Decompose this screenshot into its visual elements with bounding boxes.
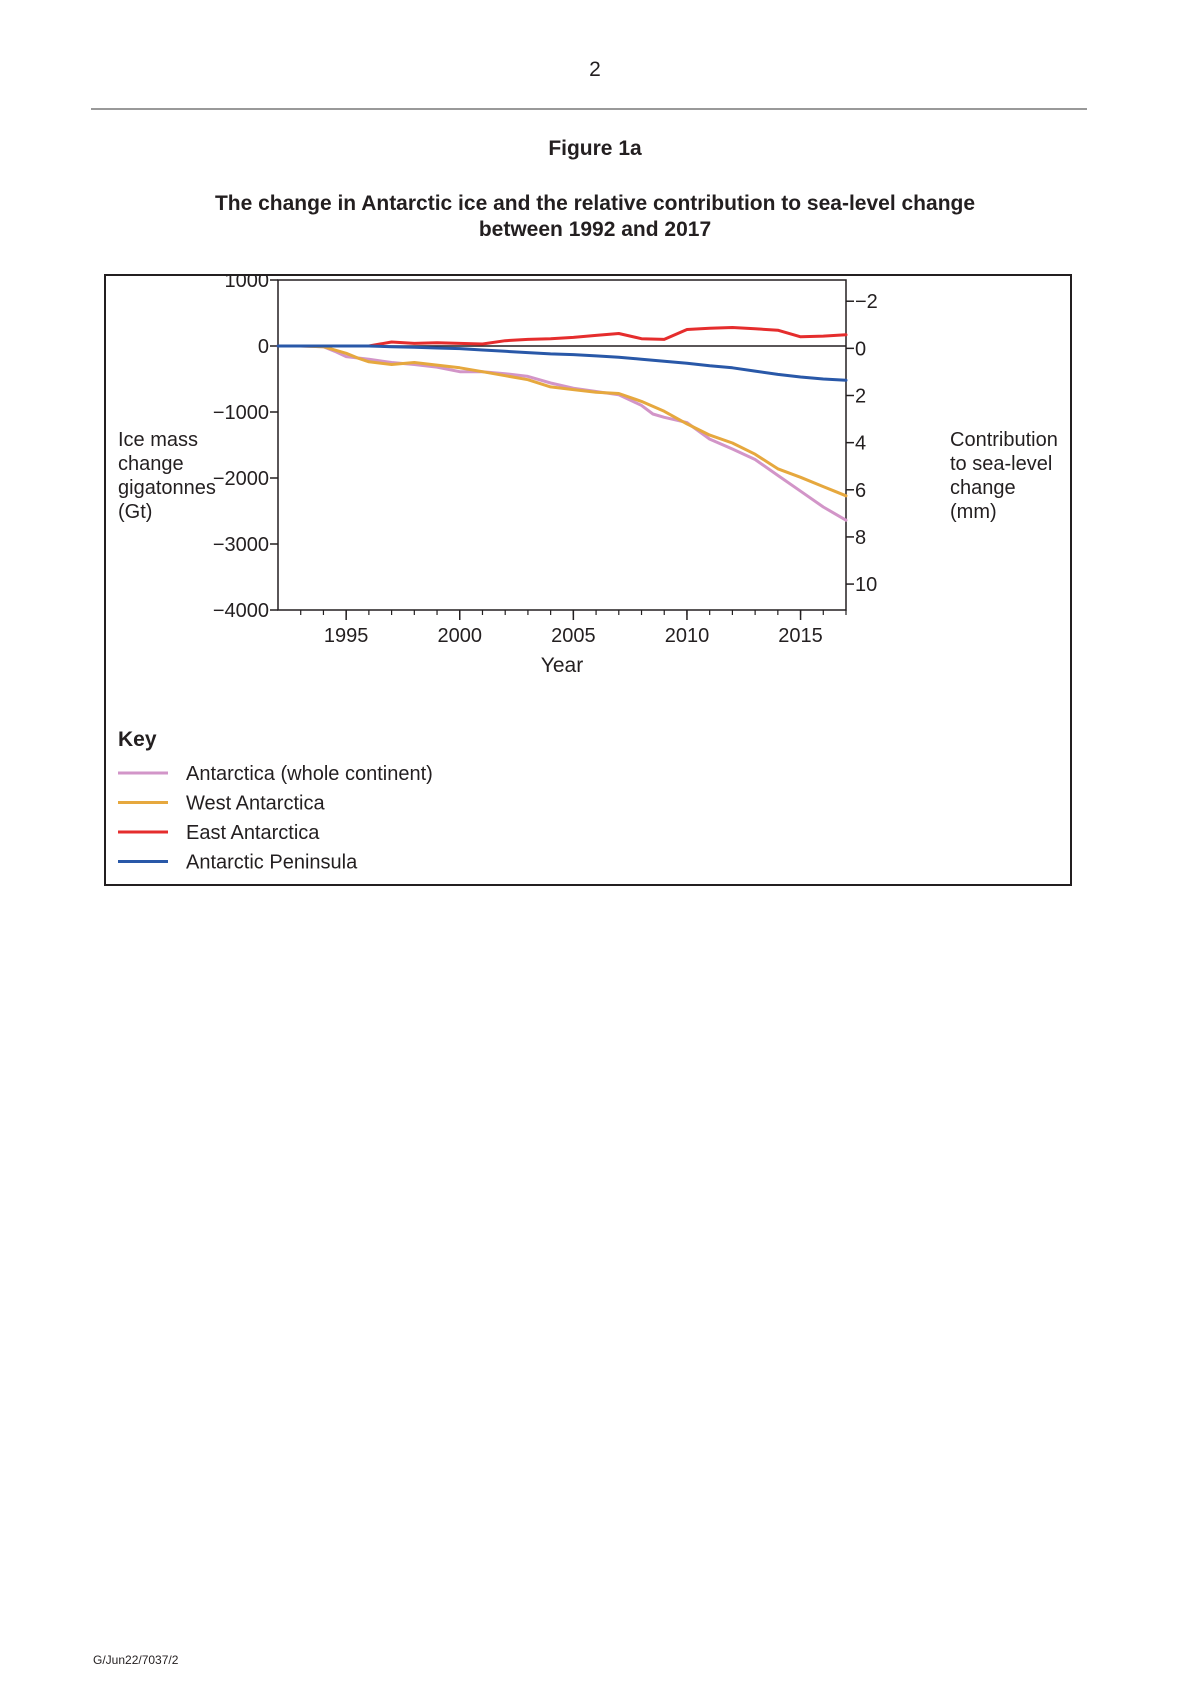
y-axis-label-line: (Gt) bbox=[118, 501, 152, 523]
y-tick-label: 1000 bbox=[225, 276, 270, 292]
legend-label-0: Antarctica (whole continent) bbox=[186, 763, 433, 785]
y-axis-label-line: change bbox=[118, 453, 184, 475]
footer-code: G/Jun22/7037/2 bbox=[93, 1653, 179, 1667]
labels-layer: 1000 0 −1000 −2000 −3000 −4000 −2 0 2 4 6 8 10 1995 20… bbox=[118, 276, 1058, 677]
legend-layer: Key Antarctica (whole continent) West Anta… bbox=[118, 728, 433, 874]
line-chart: 1000 0 −1000 −2000 −3000 −4000 −2 0 2 4 6 8 10 1995 20… bbox=[118, 276, 1058, 874]
y2-tick-label: 2 bbox=[855, 386, 866, 408]
figure-title: The change in Antarctic ice and the rela… bbox=[140, 191, 1050, 243]
figure-title-line-2: between 1992 and 2017 bbox=[478, 218, 712, 241]
y-tick-label: −1000 bbox=[213, 402, 269, 424]
figure-label: Figure 1a bbox=[548, 137, 642, 160]
series-layer bbox=[276, 326, 848, 522]
y2-axis-label-line: Contribution bbox=[950, 429, 1058, 451]
series-line-1 bbox=[276, 344, 848, 498]
x-tick-label: 1995 bbox=[324, 625, 369, 647]
y-tick-label: −3000 bbox=[213, 534, 269, 556]
x-tick-label: 2005 bbox=[551, 625, 596, 647]
page-number: 2 bbox=[589, 58, 601, 81]
plot-area bbox=[277, 279, 847, 611]
y2-tick-label: 10 bbox=[855, 574, 877, 596]
y2-tick-label: −2 bbox=[855, 291, 878, 313]
y-axis-label-line: gigatonnes bbox=[118, 477, 216, 499]
series-line-2 bbox=[276, 326, 848, 348]
y2-tick-label: 4 bbox=[855, 433, 866, 455]
y-axis-label-line: Ice mass bbox=[118, 429, 198, 451]
figure-title-line-1: The change in Antarctic ice and the rela… bbox=[214, 192, 976, 215]
y2-tick-label: 0 bbox=[855, 338, 866, 360]
legend-label-1: West Antarctica bbox=[186, 793, 325, 815]
y-tick-label: −4000 bbox=[213, 600, 269, 622]
series-line-3 bbox=[276, 344, 848, 382]
x-tick-label: 2010 bbox=[665, 625, 710, 647]
y-tick-label: −2000 bbox=[213, 468, 269, 490]
y2-tick-label: 6 bbox=[855, 480, 866, 502]
x-tick-label: 2015 bbox=[778, 625, 823, 647]
legend-title: Key bbox=[118, 728, 157, 751]
y2-tick-label: 8 bbox=[855, 527, 866, 549]
y-tick-label: 0 bbox=[258, 336, 269, 358]
header-rule bbox=[91, 108, 1087, 110]
axes-layer bbox=[270, 279, 854, 620]
y2-axis-label-line: change bbox=[950, 477, 1016, 499]
y2-axis-label-line: to sea-level bbox=[950, 453, 1052, 475]
y2-axis-label-line: (mm) bbox=[950, 501, 997, 523]
x-tick-label: 2000 bbox=[438, 625, 483, 647]
legend-label-3: Antarctic Peninsula bbox=[186, 852, 358, 874]
chart-frame: 1000 0 −1000 −2000 −3000 −4000 −2 0 2 4 6 8 10 1995 20… bbox=[104, 274, 1072, 886]
x-axis-label: Year bbox=[541, 654, 583, 677]
legend-label-2: East Antarctica bbox=[186, 822, 320, 844]
